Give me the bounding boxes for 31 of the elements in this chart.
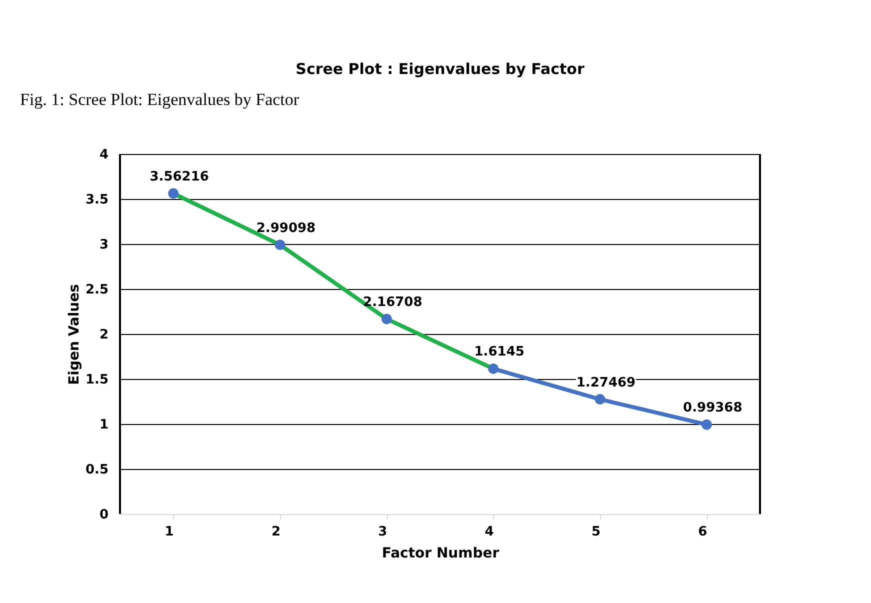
data-label: 2.16708	[363, 294, 422, 310]
y-tick-label: 1.5	[85, 372, 108, 388]
point	[701, 419, 712, 430]
y-tick-label: 0.5	[85, 462, 108, 478]
point	[488, 363, 499, 374]
point	[381, 314, 392, 324]
chart-title: Scree Plot : Eigenvalues by Factor	[296, 60, 585, 78]
point	[594, 394, 606, 405]
x-tick-label: 5	[591, 524, 600, 540]
data-label: 1.27469	[576, 375, 636, 390]
y-tick-label: 1	[99, 418, 108, 432]
caption: Fig. 1: Scree Plot: Eigenvalues by Factor	[20, 90, 300, 109]
y-tick-label: 3	[99, 238, 108, 252]
x-axis-title: Factor Number	[382, 546, 500, 562]
data-label: 2.99098	[256, 220, 316, 236]
point	[168, 188, 179, 199]
y-tick-label: 3.5	[85, 192, 108, 208]
point	[274, 240, 286, 250]
x-tick-label: 4	[484, 524, 494, 540]
y-tick-label: 0	[99, 508, 108, 522]
data-label: 3.56216	[150, 169, 209, 184]
data-label: 1.6145	[474, 344, 524, 360]
data-label: 0.99368	[683, 400, 742, 416]
x-tick-label: 6	[698, 524, 708, 540]
y-axis-title: Eigen Values	[66, 284, 82, 385]
y-tick-label: 2	[99, 328, 108, 342]
x-tick-label: 2	[271, 524, 280, 540]
x-tick-label: 1	[164, 524, 174, 540]
y-tick-label: 4	[99, 148, 108, 162]
y-tick-label: 2.5	[85, 282, 108, 298]
x-tick-label: 3	[378, 524, 388, 540]
